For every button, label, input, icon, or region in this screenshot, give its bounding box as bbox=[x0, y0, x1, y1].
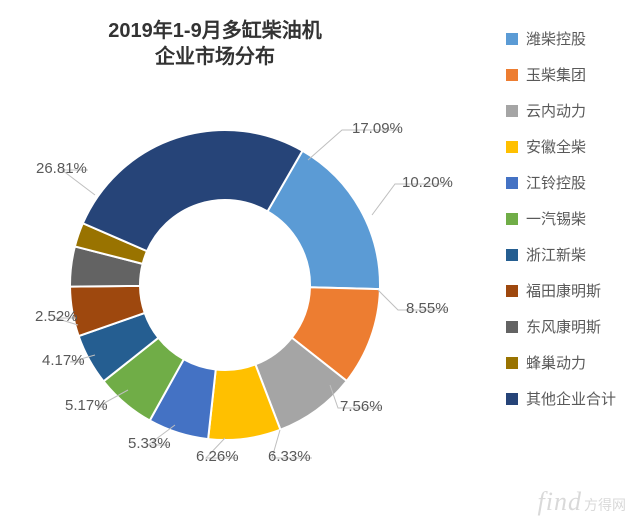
leader-line bbox=[62, 170, 95, 195]
watermark-main: find bbox=[538, 487, 582, 516]
legend-item: 潍柴控股 bbox=[506, 28, 616, 49]
legend-swatch bbox=[506, 213, 518, 225]
leader-line bbox=[148, 425, 175, 445]
leader-line bbox=[372, 184, 450, 215]
legend-swatch bbox=[506, 33, 518, 45]
legend-item: 安徽全柴 bbox=[506, 136, 616, 157]
leader-line bbox=[206, 438, 238, 458]
legend-item: 福田康明斯 bbox=[506, 280, 616, 301]
legend-label: 云内动力 bbox=[526, 100, 586, 121]
legend-swatch bbox=[506, 141, 518, 153]
legend-swatch bbox=[506, 285, 518, 297]
leader-line bbox=[272, 430, 312, 458]
legend-swatch bbox=[506, 249, 518, 261]
legend-label: 蜂巢动力 bbox=[526, 352, 586, 373]
leader-line bbox=[378, 290, 448, 310]
legend-label: 江铃控股 bbox=[526, 172, 586, 193]
watermark: find方得网 bbox=[538, 487, 626, 517]
leader-line bbox=[308, 130, 400, 160]
legend-item: 江铃控股 bbox=[506, 172, 616, 193]
legend-swatch bbox=[506, 177, 518, 189]
legend-label: 玉柴集团 bbox=[526, 64, 586, 85]
legend-item: 云内动力 bbox=[506, 100, 616, 121]
legend-label: 一汽锡柴 bbox=[526, 208, 586, 229]
legend-swatch bbox=[506, 69, 518, 81]
legend-swatch bbox=[506, 393, 518, 405]
legend-label: 东风康明斯 bbox=[526, 316, 601, 337]
legend-item: 其他企业合计 bbox=[506, 388, 616, 409]
legend-item: 东风康明斯 bbox=[506, 316, 616, 337]
legend-label: 浙江新柴 bbox=[526, 244, 586, 265]
legend-label: 其他企业合计 bbox=[526, 388, 616, 409]
legend-swatch bbox=[506, 321, 518, 333]
legend-item: 玉柴集团 bbox=[506, 64, 616, 85]
legend-label: 潍柴控股 bbox=[526, 28, 586, 49]
legend: 潍柴控股玉柴集团云内动力安徽全柴江铃控股一汽锡柴浙江新柴福田康明斯东风康明斯蜂巢… bbox=[506, 28, 616, 424]
legend-item: 浙江新柴 bbox=[506, 244, 616, 265]
legend-item: 一汽锡柴 bbox=[506, 208, 616, 229]
legend-item: 蜂巢动力 bbox=[506, 352, 616, 373]
legend-label: 福田康明斯 bbox=[526, 280, 601, 301]
legend-swatch bbox=[506, 105, 518, 117]
chart-container: 2019年1-9月多缸柴油机企业市场分布 17.09%10.20%8.55%7.… bbox=[0, 0, 640, 527]
watermark-sub: 方得网 bbox=[584, 497, 626, 513]
legend-label: 安徽全柴 bbox=[526, 136, 586, 157]
slice-10 bbox=[83, 130, 303, 251]
legend-swatch bbox=[506, 357, 518, 369]
